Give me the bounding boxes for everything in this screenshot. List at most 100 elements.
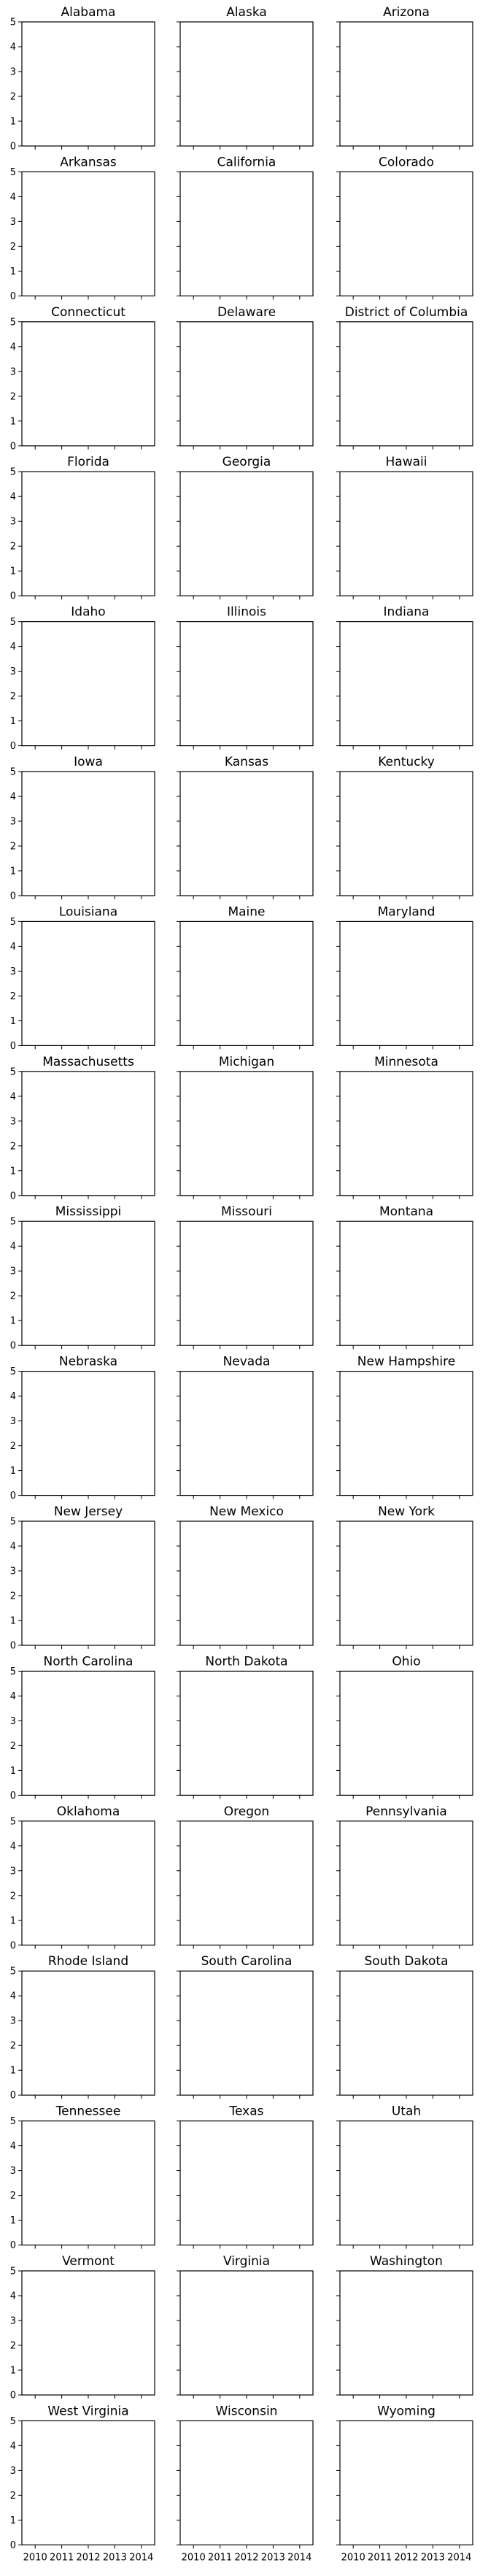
y-tick-label: 4: [10, 2141, 16, 2152]
y-tick-label: 2: [10, 1141, 16, 1152]
y-tick-label: 3: [10, 366, 16, 377]
y-tick-label: 3: [10, 2316, 16, 2327]
panel-title-kansas: Kansas: [225, 755, 268, 769]
axes-frame-connecticut: [21, 321, 155, 447]
panel-wisconsin: Wisconsin 2010 2011 2012 2013 2014: [177, 2404, 314, 2563]
y-tick-label: 5: [10, 1666, 16, 1677]
y-tick-label: 1: [10, 266, 16, 277]
y-tick-label: 5: [10, 767, 16, 778]
y-tick-label: 2: [10, 2191, 16, 2202]
y-tick-label: 5: [10, 917, 16, 928]
y-tick-label: 1: [10, 1016, 16, 1027]
panel-indiana: Indiana: [336, 605, 473, 750]
panel-washington: Washington: [336, 2254, 473, 2399]
panel-title-illinois: Illinois: [227, 605, 266, 620]
y-tick-label: 0: [10, 142, 16, 153]
panel-wyoming: Wyoming 2010 2011 2012 2013 2014: [336, 2404, 473, 2563]
panel-kansas: Kansas: [177, 755, 314, 899]
y-tick-label: 4: [10, 942, 16, 953]
panel-maine: Maine: [177, 904, 314, 1050]
y-tick-label: 0: [10, 1041, 16, 1052]
panel-title-alabama: Alabama: [61, 5, 116, 20]
x-tick-label: 2013: [103, 2552, 127, 2563]
axes-frame-washington: [339, 2270, 473, 2396]
axes-frame-kansas: [179, 771, 314, 896]
y-tick-label: 4: [10, 1991, 16, 2002]
y-tick-label: 1: [10, 1915, 16, 1926]
panel-oregon: Oregon: [177, 1804, 314, 1949]
panel-title-iowa: Iowa: [74, 755, 103, 769]
y-tick-label: 2: [10, 842, 16, 853]
y-tick-label: 2: [10, 1441, 16, 1452]
panel-missouri: Missouri: [177, 1204, 314, 1350]
axes-frame-arizona: [339, 21, 473, 147]
panel-north-dakota: North Dakota: [177, 1654, 314, 1799]
y-tick-label: 0: [10, 891, 16, 902]
panel-massachusetts: Massachusetts 0 1 2 3 4 5: [10, 1055, 155, 1202]
y-tick-label: 0: [10, 2091, 16, 2102]
panel-virginia: Virginia: [177, 2254, 314, 2399]
panel-title-nevada: Nevada: [223, 1355, 271, 1369]
panel-south-carolina: South Carolina: [177, 1954, 314, 2099]
y-tick-label: 5: [10, 1517, 16, 1528]
y-tick-label: 0: [10, 2240, 16, 2251]
panel-maryland: Maryland: [336, 904, 473, 1050]
panel-nevada: Nevada: [177, 1355, 314, 1499]
panel-pennsylvania: Pennsylvania: [336, 1804, 473, 1949]
y-tick-label: 3: [10, 217, 16, 228]
y-tick-label: 1: [10, 1466, 16, 1477]
panel-title-missouri: Missouri: [221, 1204, 272, 1219]
panel-title-indiana: Indiana: [384, 605, 430, 620]
y-tick-label: 5: [10, 1816, 16, 1827]
y-tick-label: 5: [10, 167, 16, 178]
axes-frame-rhode-island: [21, 1970, 155, 2096]
panel-new-jersey: New Jersey 0 1 2 3 4 5: [10, 1504, 155, 1652]
panel-title-district-of-columbia: District of Columbia: [345, 305, 468, 320]
x-tick-label: 2014: [287, 2552, 311, 2563]
panel-louisiana: Louisiana 0 1 2 3 4 5: [10, 904, 155, 1052]
panel-title-arkansas: Arkansas: [60, 155, 117, 169]
axes-frame-oregon: [179, 1820, 314, 1946]
axes-frame-alaska: [179, 21, 314, 147]
y-tick-label: 3: [10, 1866, 16, 1877]
panel-title-texas: Texas: [229, 2104, 264, 2119]
panel-title-connecticut: Connecticut: [51, 305, 125, 320]
axes-frame-maine: [179, 920, 314, 1047]
y-tick-label: 1: [10, 1166, 16, 1177]
y-tick-label: 3: [10, 1566, 16, 1577]
y-tick-label: 3: [10, 1716, 16, 1727]
panel-tennessee: Tennessee 0 1 2 3 4 5: [10, 2104, 155, 2251]
panel-title-colorado: Colorado: [379, 155, 434, 169]
panel-texas: Texas: [177, 2104, 314, 2249]
y-tick-label: 1: [10, 866, 16, 877]
axes-frame-nebraska: [21, 1370, 155, 1496]
x-tick-label: 2014: [447, 2552, 471, 2563]
y-tick-label: 1: [10, 716, 16, 727]
y-tick-label: 0: [10, 591, 16, 602]
y-tick-label: 1: [10, 117, 16, 128]
y-tick-label: 4: [10, 2441, 16, 2452]
y-tick-label: 0: [10, 1491, 16, 1502]
y-tick-label: 4: [10, 1242, 16, 1253]
y-tick-label: 2: [10, 991, 16, 1002]
panel-new-hampshire: New Hampshire: [336, 1355, 473, 1499]
panel-title-utah: Utah: [392, 2104, 421, 2119]
panel-delaware: Delaware: [177, 305, 314, 450]
panel-title-oregon: Oregon: [224, 1804, 269, 1819]
axes-frame-north-dakota: [179, 1670, 314, 1796]
panel-california: California: [177, 155, 314, 300]
axes-frame-district-of-columbia: [339, 321, 473, 447]
panel-idaho: Idaho 0 1 2 3 4 5: [10, 605, 155, 752]
y-tick-label: 1: [10, 2066, 16, 2077]
y-tick-label: 4: [10, 42, 16, 53]
x-tick-label: 2010: [23, 2552, 47, 2563]
y-tick-label: 0: [10, 741, 16, 752]
y-tick-label: 2: [10, 2041, 16, 2052]
y-tick-label: 3: [10, 1116, 16, 1127]
panel-title-idaho: Idaho: [71, 605, 105, 620]
panel-title-north-carolina: North Carolina: [44, 1654, 133, 1669]
axes-frame-south-dakota: [339, 1970, 473, 2096]
y-tick-label: 0: [10, 1940, 16, 1951]
axes-frame-wisconsin: [179, 2420, 314, 2545]
panel-title-oklahoma: Oklahoma: [57, 1804, 120, 1819]
